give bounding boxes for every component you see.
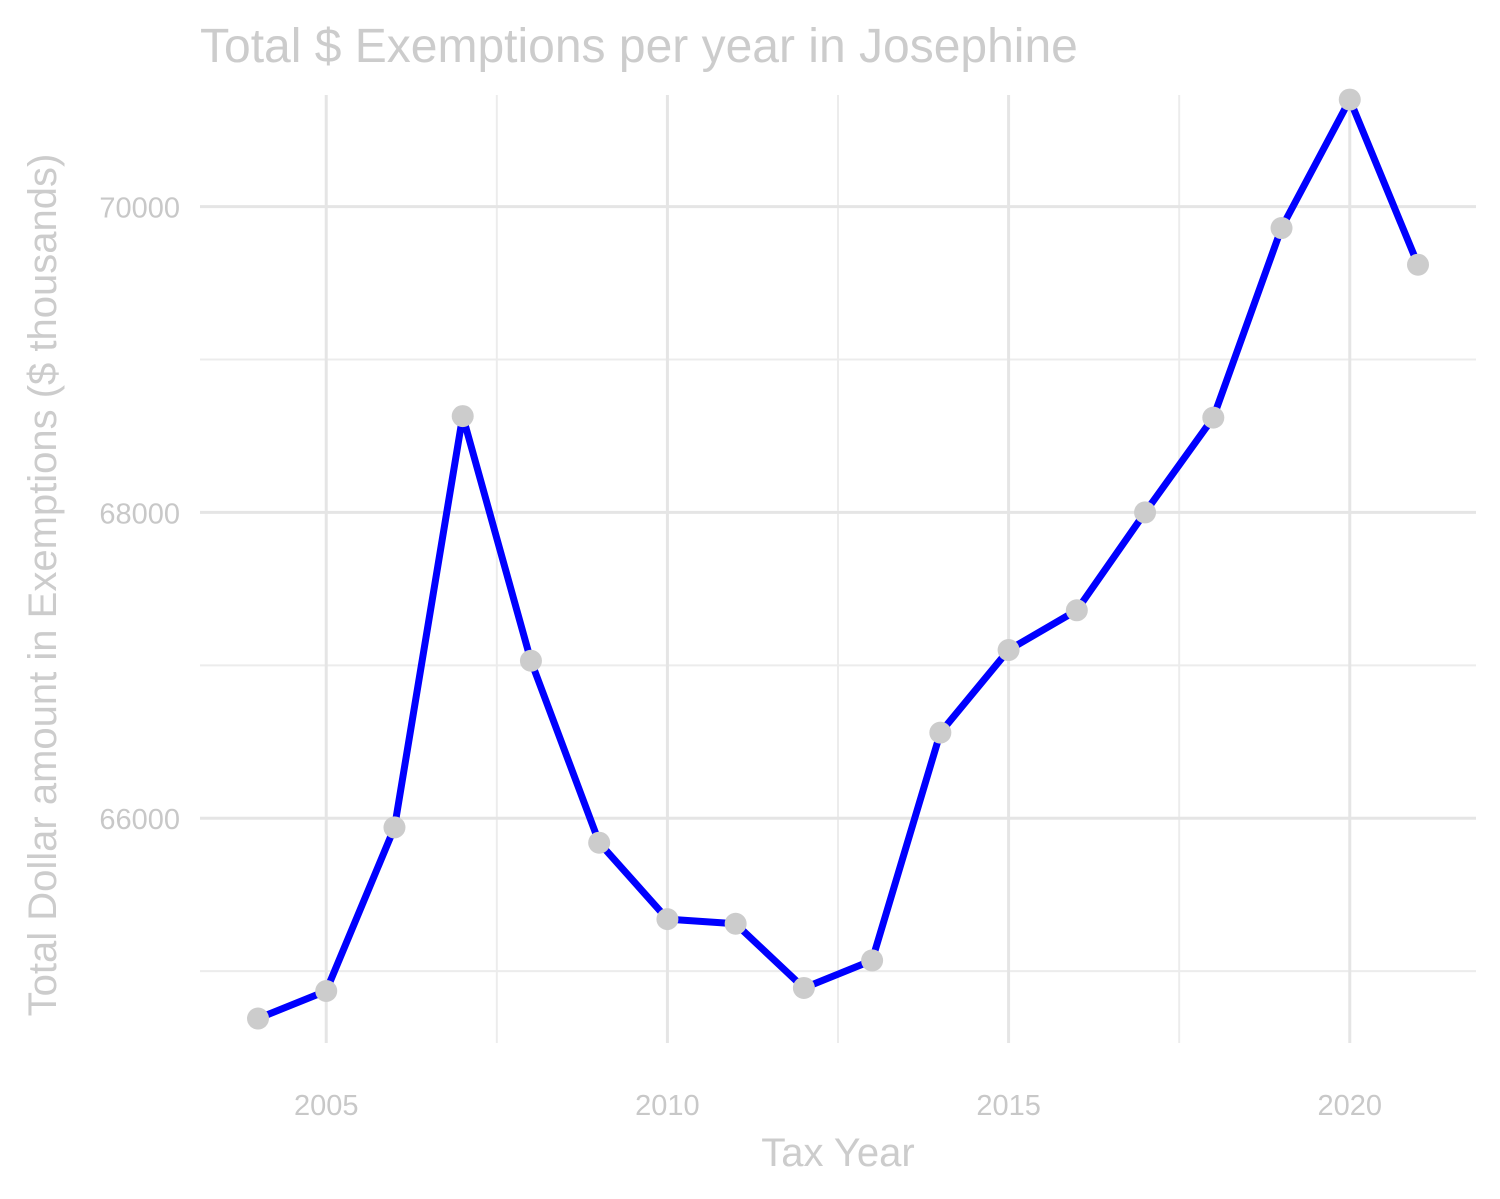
x-tick-label: 2005 <box>294 1090 359 1122</box>
y-tick-labels: 66000 68000 70000 <box>99 193 180 837</box>
data-point <box>1270 217 1293 240</box>
data-point <box>724 912 747 935</box>
data-point <box>997 639 1020 662</box>
data-point <box>1202 406 1225 429</box>
data-point <box>929 721 952 744</box>
series-line-group <box>254 96 1422 1022</box>
data-point <box>1338 88 1361 111</box>
major-gridlines <box>200 95 1476 1043</box>
data-point <box>1065 599 1088 622</box>
x-axis-title: Tax Year <box>761 1131 914 1175</box>
series-points-group <box>247 88 1429 1030</box>
data-point <box>656 908 679 931</box>
y-tick-label: 68000 <box>99 498 180 530</box>
x-tick-label: 2020 <box>1318 1090 1383 1122</box>
data-point <box>451 405 474 428</box>
data-point <box>1407 253 1429 276</box>
y-tick-label: 70000 <box>99 193 180 225</box>
data-point <box>792 976 815 999</box>
x-tick-labels: 2005 2010 2015 2020 <box>294 1090 1382 1122</box>
x-tick-label: 2010 <box>635 1090 700 1122</box>
data-point <box>383 816 406 839</box>
series-line <box>254 96 1422 1022</box>
x-tick-label: 2015 <box>976 1090 1041 1122</box>
data-point <box>519 649 542 672</box>
data-point <box>588 831 611 854</box>
data-point <box>861 949 884 972</box>
data-point <box>247 1007 269 1030</box>
y-axis-title: Total Dollar amount in Exemptions ($ tho… <box>21 154 65 1017</box>
data-point <box>315 980 338 1003</box>
data-point <box>1134 501 1157 524</box>
y-tick-label: 66000 <box>99 804 180 836</box>
minor-gridlines <box>200 95 1476 1043</box>
chart-title: Total $ Exemptions per year in Josephine <box>200 20 1078 73</box>
